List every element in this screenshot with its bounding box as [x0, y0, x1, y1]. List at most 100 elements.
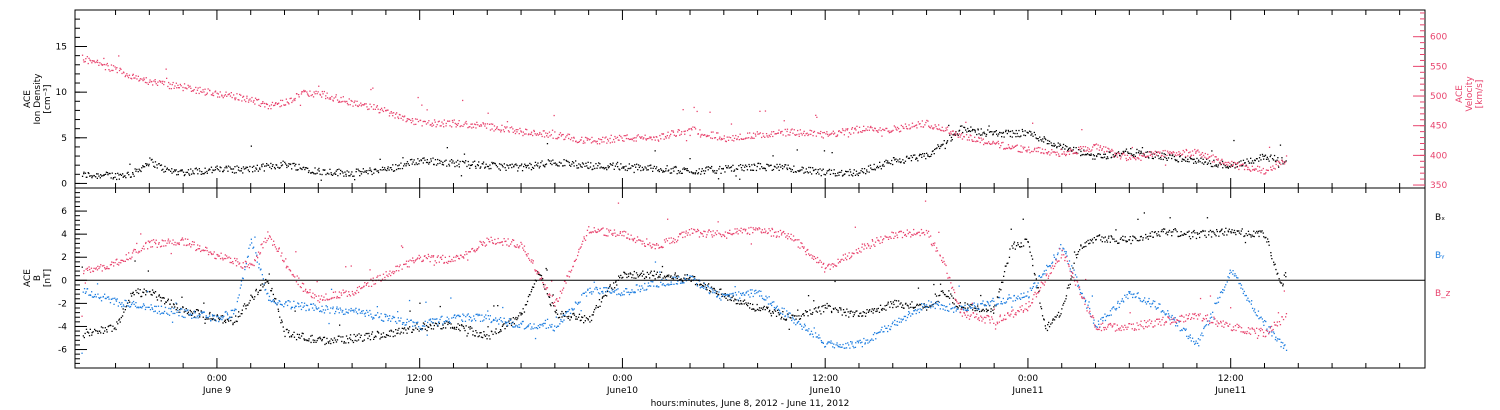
velocity-point [512, 131, 514, 133]
density-point [129, 163, 131, 165]
bx-point [333, 337, 336, 339]
velocity-point [1186, 149, 1188, 152]
bx-point [658, 275, 660, 278]
bx-point [220, 315, 222, 317]
density-point [1143, 154, 1145, 156]
by-point [753, 290, 756, 292]
bx-point [1228, 228, 1230, 230]
velocity-point [642, 138, 644, 140]
bx-point [700, 283, 702, 286]
density-point [1062, 146, 1064, 149]
density-point [399, 168, 401, 170]
velocity-point [102, 64, 104, 66]
velocity-point [866, 129, 868, 131]
density-point [135, 170, 137, 172]
density-point [885, 159, 887, 161]
bx-point [549, 303, 551, 305]
bx-point [355, 335, 357, 338]
bx-point [908, 307, 910, 309]
by-point [845, 342, 847, 345]
density-point [313, 173, 315, 175]
bx-point [609, 285, 611, 288]
velocity-point [1182, 149, 1184, 152]
density-point [1232, 162, 1235, 164]
velocity-point [812, 135, 814, 137]
density-point [611, 164, 614, 166]
bx-point [802, 313, 804, 315]
by-point [138, 307, 140, 309]
density-point [206, 172, 208, 174]
by-point [449, 322, 451, 324]
density-point [458, 163, 460, 165]
by-point [840, 346, 842, 348]
bx-point [676, 277, 678, 279]
bx-point [665, 275, 668, 278]
density-point [657, 170, 659, 172]
by-point [562, 321, 564, 323]
bx-point [699, 284, 701, 286]
bx-point [1024, 238, 1027, 240]
bx-point [315, 341, 317, 343]
density-point [838, 171, 840, 173]
density-point [231, 168, 233, 170]
density-point [1162, 158, 1164, 161]
bx-point [1143, 212, 1145, 214]
bx-point [840, 307, 842, 309]
velocity-point [372, 108, 375, 110]
by-point [870, 339, 872, 341]
velocity-point [764, 110, 767, 112]
bx-point [260, 289, 262, 291]
density-point [936, 147, 938, 149]
bx-point [1244, 235, 1246, 237]
velocity-point [1086, 149, 1088, 151]
by-point [966, 309, 968, 312]
density-point [847, 170, 849, 173]
density-point [523, 165, 525, 168]
density-point [855, 170, 858, 172]
velocity-point [575, 140, 577, 142]
velocity-point [925, 121, 927, 124]
density-point [630, 167, 632, 169]
bx-point [1080, 244, 1082, 246]
density-point [1058, 145, 1060, 147]
bx-point [380, 333, 382, 335]
density-point [354, 179, 356, 181]
velocity-point [853, 132, 855, 134]
bx-point [442, 327, 445, 329]
by-point [451, 317, 453, 319]
by-point [933, 303, 935, 305]
bx-point [255, 290, 257, 292]
velocity-point [862, 130, 864, 132]
by-point [645, 289, 647, 291]
velocity-point [112, 65, 115, 67]
density-point [1068, 147, 1070, 150]
density-point [1263, 155, 1266, 157]
velocity-point [374, 108, 376, 110]
by-point [455, 315, 458, 317]
bx-point [1009, 248, 1011, 250]
by-point [135, 302, 137, 304]
velocity-point [668, 137, 670, 139]
density-point [1236, 166, 1238, 168]
velocity-point [838, 130, 840, 132]
by-point [716, 296, 718, 298]
by-point [629, 291, 631, 294]
by-point [827, 342, 829, 344]
bx-point [369, 339, 372, 341]
bx-point [862, 311, 864, 313]
velocity-point [566, 134, 568, 137]
velocity-point [442, 123, 444, 125]
density-point [101, 175, 103, 177]
by-point [441, 315, 443, 317]
density-point [1003, 136, 1005, 138]
by-point [619, 293, 621, 295]
velocity-point [163, 81, 166, 83]
bx-point [942, 292, 944, 294]
by-point [658, 286, 660, 288]
density-point [718, 168, 720, 170]
by-point [788, 312, 790, 314]
velocity-point [857, 132, 859, 134]
velocity-point [1012, 147, 1014, 149]
velocity-point [780, 132, 782, 134]
velocity-point [266, 103, 268, 105]
